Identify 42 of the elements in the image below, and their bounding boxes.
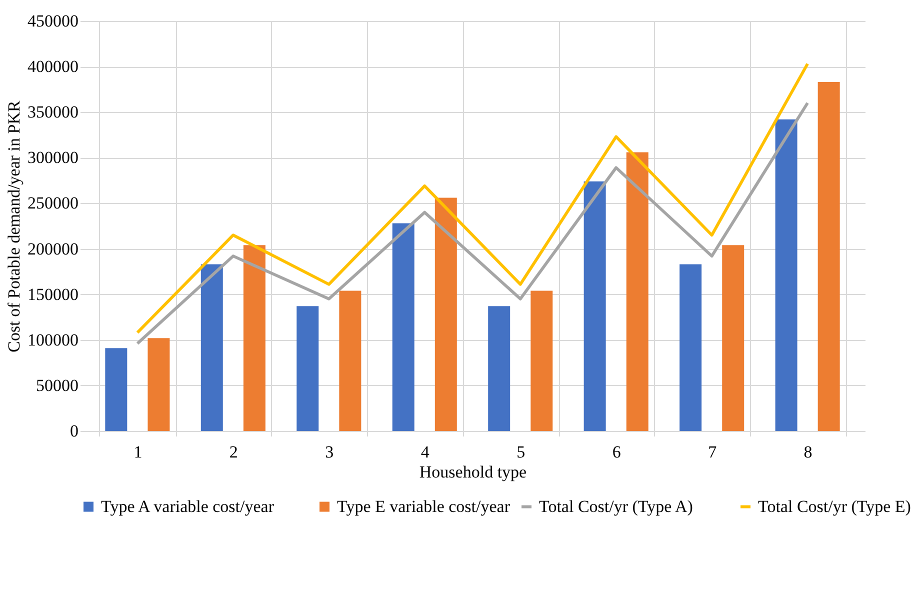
bar <box>105 348 128 431</box>
legend-label: Total Cost/yr (Type E) <box>758 496 911 516</box>
x-tick-label: 7 <box>708 442 718 462</box>
bar <box>148 338 170 431</box>
bar <box>339 290 362 431</box>
bar <box>775 119 798 431</box>
x-tick-label: 6 <box>612 442 621 462</box>
y-tick-label: 150000 <box>28 284 78 304</box>
y-tick-label: 250000 <box>28 194 78 213</box>
line-series <box>136 102 810 346</box>
y-tick-label: 200000 <box>28 239 78 258</box>
y-tick-label: 0 <box>70 422 78 440</box>
bar <box>626 152 648 431</box>
x-tick-label: 3 <box>325 442 334 462</box>
x-tick-label: 5 <box>516 442 526 462</box>
bar <box>680 264 702 431</box>
legend-label: Type E variable cost/year <box>337 496 510 516</box>
legend-label: Type A variable cost/year <box>101 496 274 516</box>
x-tick-label: 8 <box>804 442 812 462</box>
bar <box>434 198 457 431</box>
bar <box>818 82 840 431</box>
y-tick-label: 450000 <box>28 12 78 30</box>
x-tick-label: 4 <box>420 442 430 462</box>
bar <box>243 245 266 431</box>
bar <box>530 290 553 431</box>
legend-label: Total Cost/yr (Type A) <box>539 496 693 516</box>
line-series <box>136 62 810 334</box>
x-tick-label: 1 <box>134 442 142 462</box>
y-tick-label: 50000 <box>36 376 78 395</box>
y-tick-label: 300000 <box>28 148 78 168</box>
x-tick-label: 2 <box>229 442 238 462</box>
bar <box>722 245 744 431</box>
y-axis-title: Cost of Potable demand/year in PKR <box>4 100 24 352</box>
bar <box>392 223 414 431</box>
bar <box>488 306 510 431</box>
y-tick-label: 100000 <box>28 330 78 350</box>
y-tick-label: 400000 <box>28 57 78 76</box>
bar <box>584 181 606 431</box>
y-tick-label: 350000 <box>28 102 78 122</box>
bar <box>296 306 319 431</box>
x-axis-title: Household type <box>419 462 527 482</box>
bar <box>200 264 223 431</box>
